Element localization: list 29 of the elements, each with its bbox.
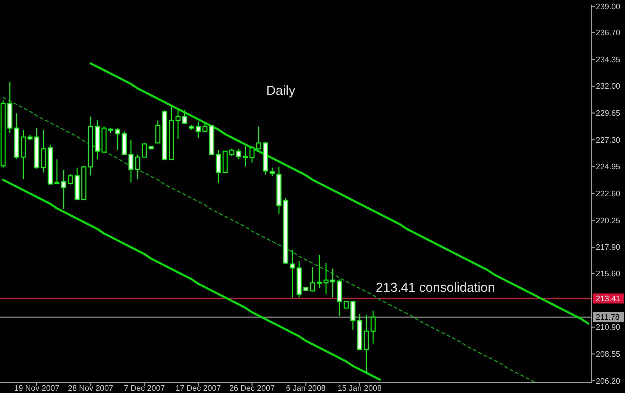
y-tick-label: 236.70 <box>596 28 622 38</box>
y-tick-label: 206.20 <box>596 376 622 386</box>
y-tick-label: 227.30 <box>596 136 622 145</box>
x-tick-label: 15 Jan 2008 <box>338 384 382 393</box>
candlestick <box>156 120 161 144</box>
line-series <box>2 97 536 383</box>
y-tick-label: 217.90 <box>596 243 622 252</box>
y-tick-label: 232.00 <box>596 82 622 92</box>
x-tick-label: 6 Jan 2008 <box>286 384 326 393</box>
x-tick-label: 17 Dec 2007 <box>176 384 222 393</box>
ref-line-label: 213.41 <box>596 294 622 304</box>
annotation: 213.41 consolidation <box>376 280 496 295</box>
y-tick-label: 224.95 <box>596 162 622 172</box>
candlestick <box>370 310 376 344</box>
x-tick-label: 7 Dec 2007 <box>124 384 166 393</box>
x-tick-label: 19 Nov 2007 <box>14 384 60 393</box>
ref-line-label: 211.78 <box>596 313 620 322</box>
x-tick-label: 28 Nov 2007 <box>68 384 114 393</box>
y-tick-label: 220.25 <box>596 216 622 226</box>
line-series <box>90 62 590 325</box>
y-tick-label: 234.35 <box>596 55 622 64</box>
y-tick-label: 229.65 <box>596 109 622 118</box>
x-tick-label: 26 Dec 2007 <box>230 384 276 393</box>
y-tick-label: 208.55 <box>596 350 622 360</box>
y-tick-label: 215.60 <box>596 270 622 279</box>
y-tick-label: 210.90 <box>596 323 622 332</box>
y-tick-label: 222.60 <box>596 190 622 199</box>
text: Daily <box>266 83 296 98</box>
y-tick-label: 239.00 <box>596 2 622 12</box>
